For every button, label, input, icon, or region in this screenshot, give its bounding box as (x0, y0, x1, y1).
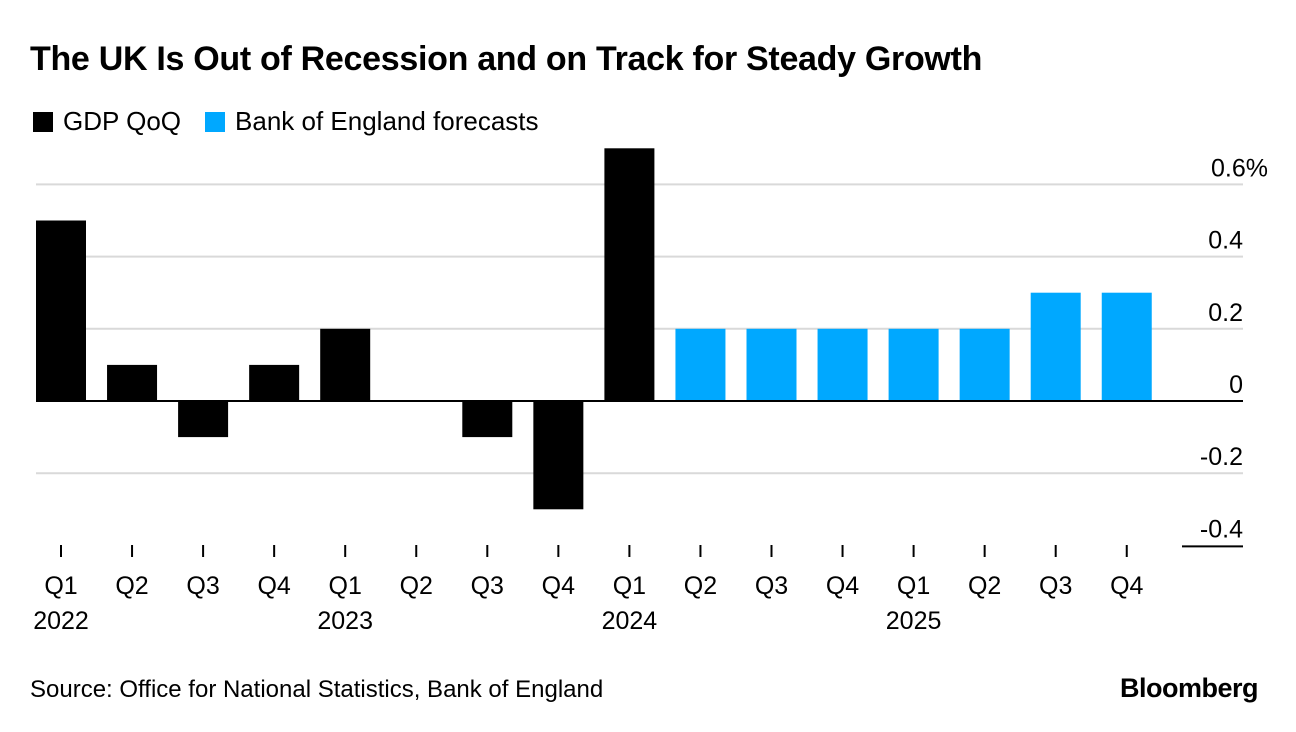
x-tick-label-4: Q1 (329, 572, 362, 600)
y-tick-label-4: -0.2 (1200, 443, 1243, 471)
legend-label-gdp: GDP QoQ (63, 106, 182, 136)
x-tick-label-7: Q4 (542, 572, 575, 600)
bar-gdp-6 (462, 401, 513, 438)
x-tick-label-15: Q4 (1110, 572, 1143, 600)
x-year-label-3: 2025 (886, 607, 942, 635)
bloomberg-logo: Bloomberg (1119, 673, 1259, 703)
bar-gdp-3 (249, 364, 300, 401)
x-tick-label-1: Q2 (115, 572, 148, 600)
x-tick-label-8: Q1 (613, 572, 646, 600)
y-tick-label-3: 0 (1229, 371, 1243, 399)
x-tick-label-10: Q3 (755, 572, 788, 600)
bar-gdp-4 (320, 328, 371, 401)
legend-swatch-forecast (205, 111, 226, 132)
x-tick-label-3: Q4 (257, 572, 290, 600)
bar-forecast-13 (959, 328, 1010, 401)
bar-gdp-8 (604, 148, 655, 401)
bar-gdp-7 (533, 401, 584, 510)
x-tick-label-11: Q4 (826, 572, 859, 600)
bar-gdp-1 (107, 364, 158, 401)
legend: GDP QoQ Bank of England forecasts (33, 106, 563, 137)
bar-gdp-0 (36, 220, 86, 401)
x-tick-label-5: Q2 (400, 572, 433, 600)
bar-forecast-11 (817, 328, 868, 401)
legend-item-gdp: GDP QoQ (33, 106, 181, 137)
x-tick-label-13: Q2 (968, 572, 1001, 600)
legend-label-forecast: Bank of England forecasts (235, 106, 539, 136)
bar-forecast-15 (1101, 292, 1152, 401)
bar-forecast-14 (1030, 292, 1081, 401)
x-tick-label-9: Q2 (684, 572, 717, 600)
bar-forecast-10 (746, 328, 797, 401)
source-note: Source: Office for National Statistics, … (30, 676, 604, 703)
x-tick-label-12: Q1 (897, 572, 930, 600)
x-tick-label-6: Q3 (471, 572, 504, 600)
chart-title: The UK Is Out of Recession and on Track … (30, 40, 983, 78)
legend-item-forecast: Bank of England forecasts (205, 106, 539, 137)
legend-swatch-gdp (33, 111, 53, 132)
x-tick-label-2: Q3 (186, 572, 219, 600)
x-year-label-1: 2023 (317, 607, 373, 635)
x-year-label-2: 2024 (602, 607, 658, 635)
x-tick-label-14: Q3 (1039, 572, 1072, 600)
x-year-label-0: 2022 (33, 607, 89, 635)
y-tick-label-5: -0.4 (1200, 515, 1243, 543)
y-tick-label-1: 0.4 (1208, 227, 1243, 255)
x-tick-label-0: Q1 (44, 572, 77, 600)
y-tick-label-0: 0.6% (1211, 154, 1268, 182)
bar-forecast-12 (888, 328, 939, 401)
bar-forecast-9 (675, 328, 726, 401)
y-tick-label-2: 0.2 (1208, 299, 1243, 327)
bar-gdp-2 (178, 401, 229, 438)
